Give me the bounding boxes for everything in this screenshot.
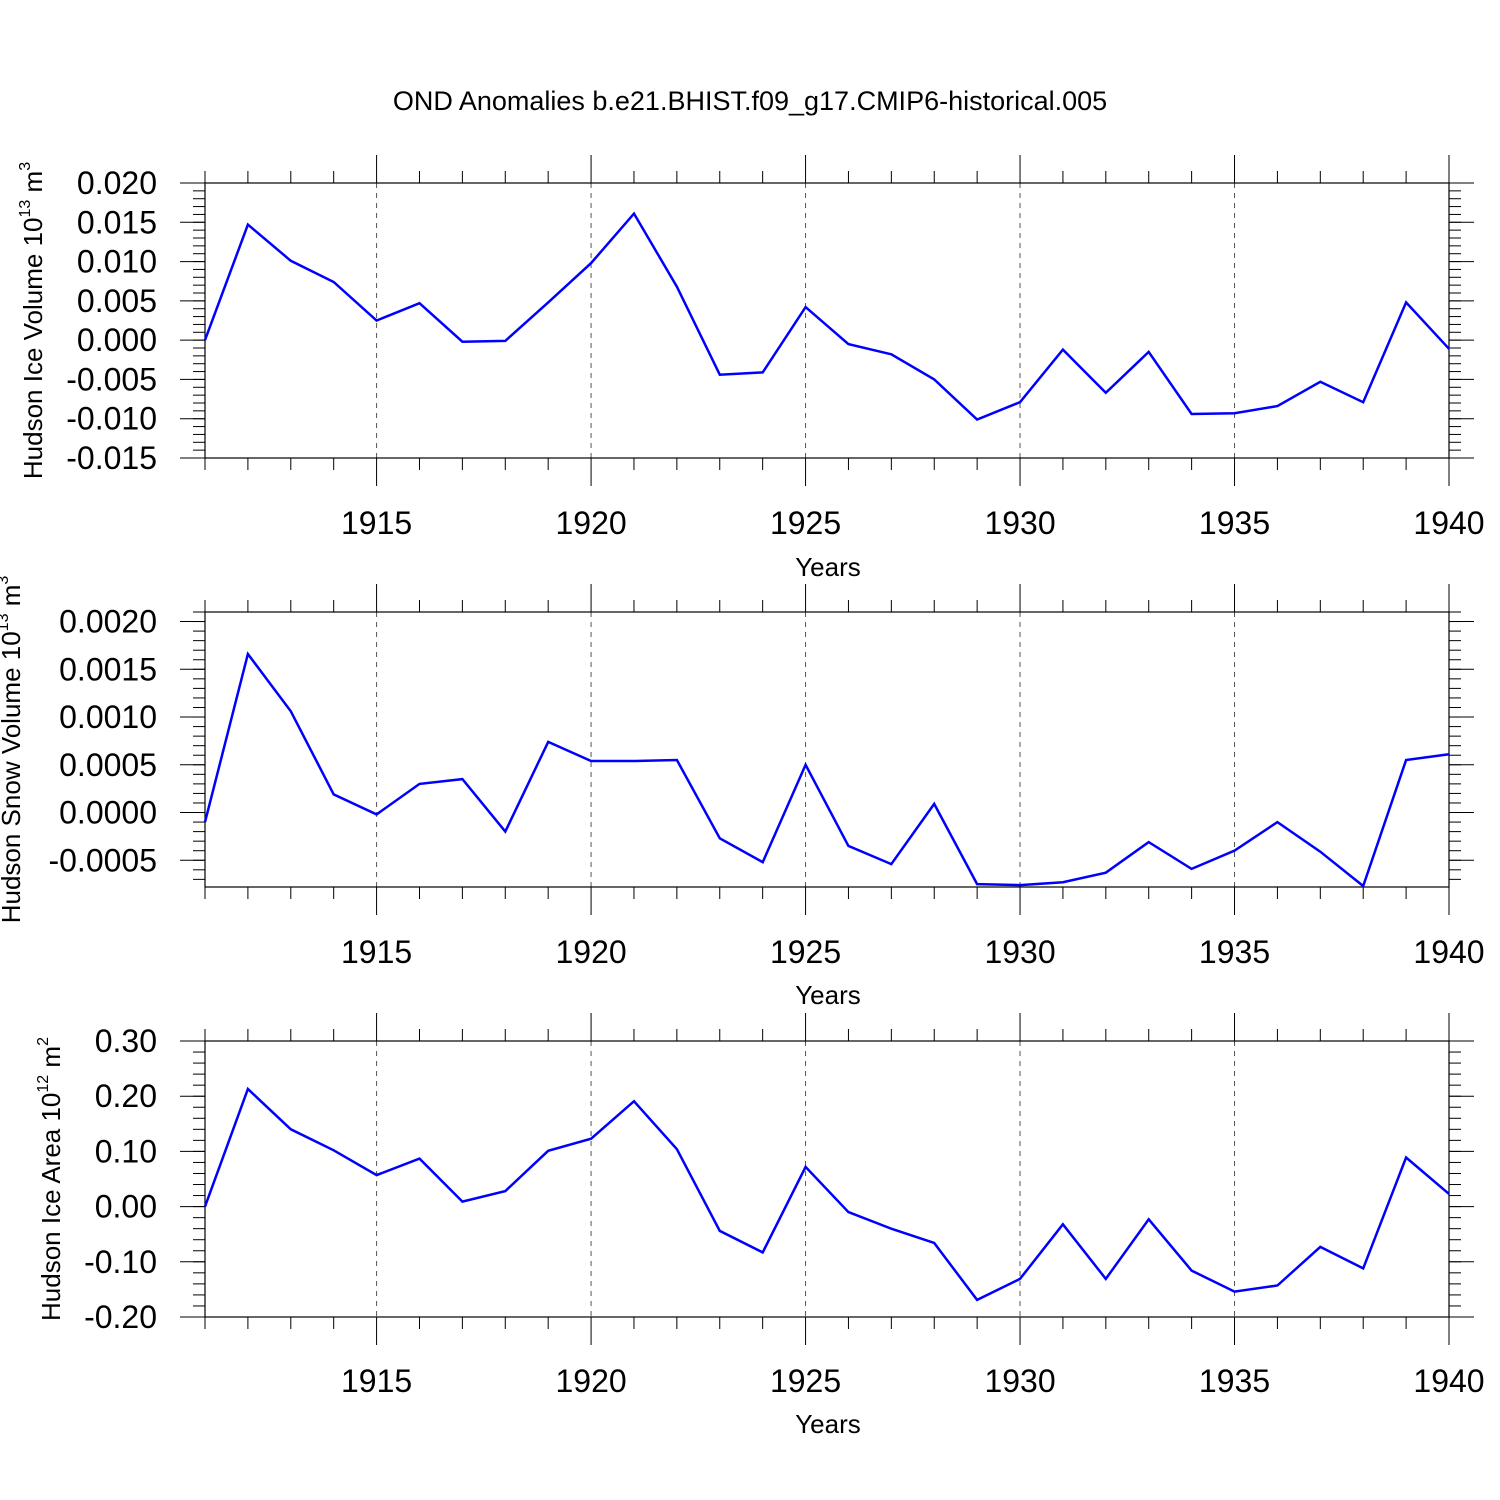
x-tick-label: 1920 <box>555 1363 626 1399</box>
x-tick-label: 1940 <box>1413 1363 1484 1399</box>
y-axis-label: Hudson Ice Area 1012 m2 <box>35 1037 66 1321</box>
x-tick-label: 1920 <box>555 505 626 541</box>
y-axis-label: Hudson Ice Volume 1013 m3 <box>17 162 48 479</box>
x-tick-label: 1930 <box>984 1363 1055 1399</box>
y-axis-label-text: Hudson Ice Area 10 <box>36 1093 66 1321</box>
y-tick-label: 0.00 <box>95 1189 157 1225</box>
y-tick-label: 0.0010 <box>59 699 157 735</box>
series-line <box>203 1086 1450 1302</box>
panel-3: 0.30 0.20 0.10 0.00 -0.10 -0.20 1915 1920 1925 19… <box>35 1013 1485 1439</box>
plot-frame <box>204 611 1450 888</box>
y-axis-label-text: Hudson Ice Volume 10 <box>18 217 48 479</box>
x-tick-label: 1915 <box>341 1363 412 1399</box>
y-axis-label-exponent: 12 <box>35 1075 52 1093</box>
y-tick-label: -0.20 <box>84 1299 157 1335</box>
y-tick-label: 0.015 <box>77 204 157 240</box>
x-tick-label: 1935 <box>1199 505 1270 541</box>
x-tick-label: 1940 <box>1413 934 1484 970</box>
y-axis-label-exponent: 13 <box>17 200 34 218</box>
plot-frame <box>204 182 1450 459</box>
x-tick-label: 1930 <box>984 505 1055 541</box>
y-axis-label-unit-exponent: 2 <box>35 1037 52 1046</box>
y-tick-label: 0.0000 <box>59 795 157 831</box>
y-tick-label: 0.10 <box>95 1133 157 1169</box>
y-tick-label: -0.0005 <box>48 842 157 878</box>
y-axis-label: Hudson Snow Volume 1013 m3 <box>0 576 26 924</box>
x-tick-label: 1935 <box>1199 934 1270 970</box>
y-axis-label-unit: m <box>36 1046 66 1075</box>
x-axis-label: Years <box>795 1409 861 1439</box>
y-tick-label: -0.010 <box>66 401 157 437</box>
x-tick-label: 1915 <box>341 934 412 970</box>
x-axis-label: Years <box>795 980 861 1010</box>
y-tick-label: 0.20 <box>95 1078 157 1114</box>
x-tick-label: 1920 <box>555 934 626 970</box>
y-axis-label-unit-exponent: 3 <box>17 162 34 171</box>
x-tick-label: 1925 <box>770 934 841 970</box>
y-axis-label-text: Hudson Snow Volume 10 <box>0 631 26 923</box>
x-tick-label: 1925 <box>770 1363 841 1399</box>
y-tick-label: 0.30 <box>95 1023 157 1059</box>
series-line <box>203 211 1450 421</box>
panel-2: 0.0020 0.0015 0.0010 0.0005 0.0000 -0.0005 191… <box>0 576 1485 1010</box>
x-tick-label: 1925 <box>770 505 841 541</box>
y-tick-label: -0.005 <box>66 361 157 397</box>
y-tick-label: 0.0005 <box>59 747 157 783</box>
x-tick-label: 1935 <box>1199 1363 1270 1399</box>
y-tick-label: 0.020 <box>77 165 157 201</box>
y-axis-label-exponent: 13 <box>0 613 12 631</box>
x-axis-label: Years <box>795 552 861 582</box>
series-line <box>203 651 1450 889</box>
y-tick-label: -0.10 <box>84 1244 157 1280</box>
y-axis-label-unit: m <box>18 171 48 200</box>
y-tick-label: 0.0020 <box>59 604 157 640</box>
y-tick-label: 0.0015 <box>59 651 157 687</box>
y-tick-label: -0.015 <box>66 440 157 476</box>
y-tick-label: 0.005 <box>77 283 157 319</box>
y-axis-label-unit: m <box>0 585 26 614</box>
x-tick-label: 1930 <box>984 934 1055 970</box>
x-tick-label: 1940 <box>1413 505 1484 541</box>
panels: 0.0200.0150.0100.0050.000-0.005-0.010-0.… <box>0 155 1485 1439</box>
x-tick-label: 1915 <box>341 505 412 541</box>
y-axis-label-unit-exponent: 3 <box>0 576 12 585</box>
y-tick-label: 0.010 <box>77 244 157 280</box>
y-tick-label: 0.000 <box>77 322 157 358</box>
plot-frame <box>204 1040 1450 1318</box>
chart-title: OND Anomalies b.e21.BHIST.f09_g17.CMIP6-… <box>393 86 1107 116</box>
